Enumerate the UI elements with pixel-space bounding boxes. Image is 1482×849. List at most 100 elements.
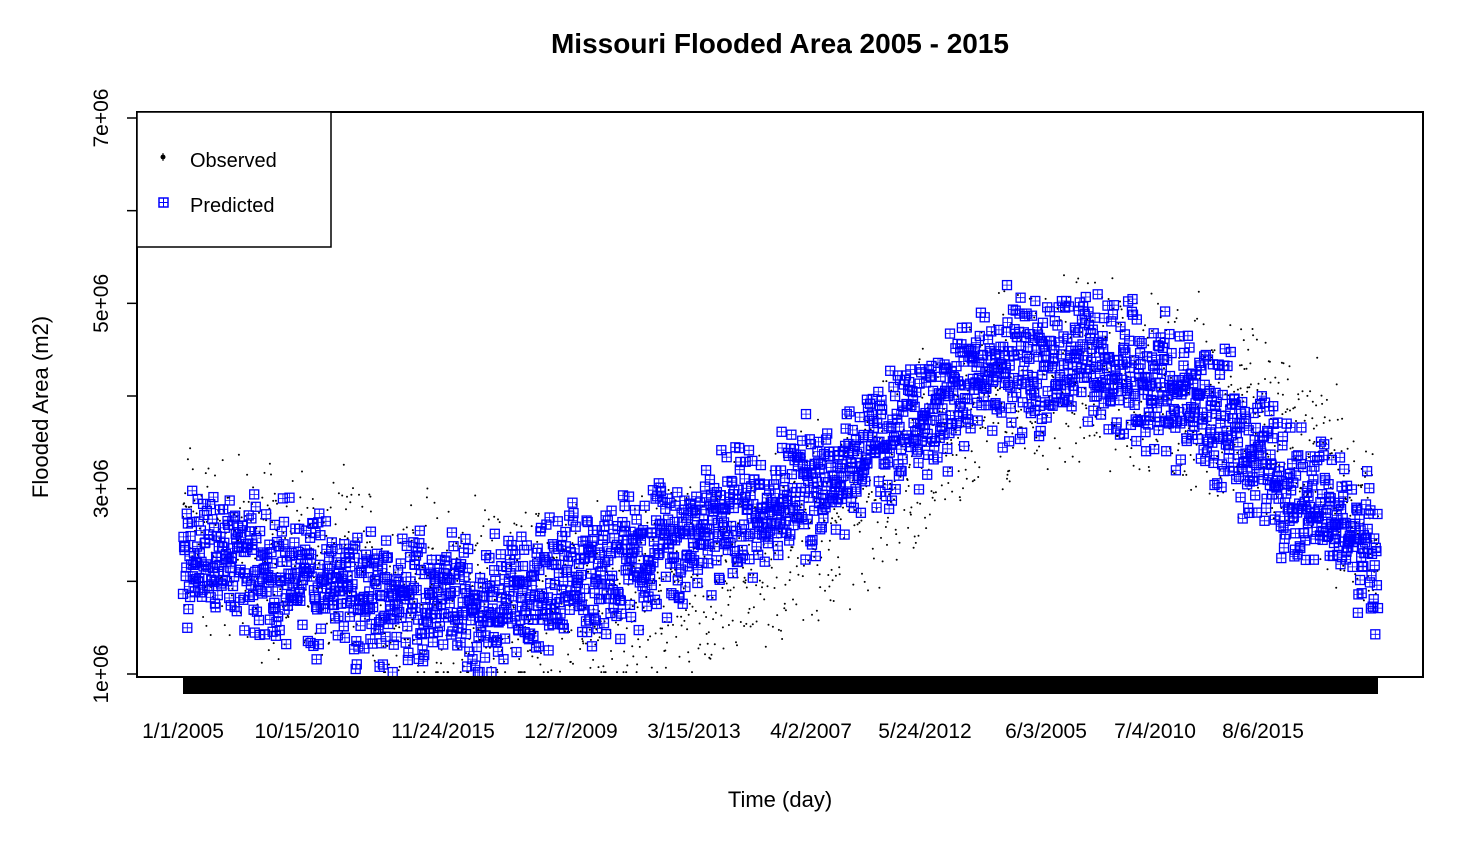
predicted-point bbox=[997, 442, 1008, 453]
x-axis: 1/1/2005 10/15/2010 11/24/2015 12/7/2009 3/1… bbox=[142, 720, 1304, 743]
observed-point bbox=[735, 641, 737, 644]
observed-point bbox=[218, 519, 221, 522]
observed-point bbox=[330, 631, 333, 634]
observed-point bbox=[858, 530, 861, 533]
observed-point bbox=[1120, 308, 1123, 311]
predicted-point bbox=[839, 529, 850, 540]
observed-point bbox=[729, 595, 731, 598]
observed-point bbox=[1095, 431, 1098, 434]
observed-point bbox=[1211, 351, 1214, 354]
observed-point bbox=[852, 583, 855, 586]
observed-point bbox=[258, 511, 260, 514]
observed-point bbox=[254, 557, 257, 560]
observed-point bbox=[1257, 382, 1260, 385]
observed-point bbox=[201, 531, 203, 534]
observed-point bbox=[748, 543, 750, 546]
observed-point bbox=[889, 500, 892, 503]
observed-point bbox=[1322, 422, 1325, 424]
predicted-point bbox=[619, 500, 630, 512]
predicted-point bbox=[845, 496, 857, 508]
observed-point bbox=[827, 574, 830, 576]
observed-point bbox=[638, 645, 641, 648]
predicted-point bbox=[1052, 320, 1063, 331]
observed-point bbox=[1312, 442, 1315, 445]
observed-point bbox=[733, 461, 736, 463]
observed-point bbox=[1016, 294, 1019, 296]
observed-point bbox=[831, 579, 834, 582]
predicted-point bbox=[810, 550, 821, 562]
observed-point bbox=[788, 579, 791, 582]
observed-point bbox=[1269, 381, 1272, 384]
observed-point bbox=[978, 466, 981, 469]
observed-point bbox=[702, 595, 705, 598]
observed-point bbox=[907, 526, 910, 529]
predicted-point bbox=[570, 521, 581, 532]
observed-point bbox=[1129, 456, 1132, 458]
observed-point bbox=[992, 421, 995, 424]
observed-point bbox=[1020, 408, 1023, 411]
observed-point bbox=[1111, 277, 1114, 280]
observed-point bbox=[244, 589, 247, 592]
observed-point bbox=[1005, 431, 1008, 434]
observed-point bbox=[517, 638, 520, 641]
observed-point bbox=[729, 589, 732, 592]
observed-point bbox=[774, 452, 777, 455]
observed-point bbox=[921, 396, 924, 399]
observed-point bbox=[1371, 453, 1374, 456]
observed-point bbox=[498, 521, 501, 524]
observed-point bbox=[691, 671, 693, 674]
observed-point bbox=[1229, 324, 1232, 327]
observed-point bbox=[780, 629, 782, 632]
observed-point bbox=[239, 507, 241, 510]
observed-point bbox=[775, 576, 778, 579]
observed-point bbox=[996, 389, 999, 392]
observed-point bbox=[872, 557, 875, 560]
observed-point bbox=[361, 505, 364, 508]
observed-point bbox=[207, 467, 210, 470]
observed-point bbox=[928, 513, 931, 516]
observed-point bbox=[1170, 376, 1172, 379]
observed-point bbox=[745, 622, 748, 625]
observed-point bbox=[828, 539, 831, 542]
observed-point bbox=[642, 606, 645, 609]
observed-point bbox=[667, 489, 670, 491]
x-tick-label: 1/1/2005 bbox=[142, 720, 224, 743]
observed-point bbox=[917, 534, 920, 537]
observed-point bbox=[369, 495, 372, 498]
observed-point bbox=[658, 577, 661, 580]
observed-point bbox=[301, 470, 303, 473]
observed-point bbox=[1077, 277, 1080, 280]
observed-point bbox=[964, 468, 967, 471]
observed-point bbox=[819, 586, 822, 589]
observed-point bbox=[1352, 580, 1354, 583]
predicted-point bbox=[1037, 317, 1049, 328]
observed-point bbox=[1195, 443, 1198, 446]
observed-point bbox=[516, 559, 519, 562]
observed-point bbox=[783, 607, 786, 610]
observed-point bbox=[1073, 413, 1076, 415]
predicted-point bbox=[260, 509, 272, 520]
observed-point bbox=[1365, 450, 1367, 453]
observed-point bbox=[944, 498, 947, 501]
predicted-point bbox=[606, 505, 617, 516]
predicted-point bbox=[624, 599, 636, 611]
observed-point bbox=[705, 616, 708, 618]
observed-point bbox=[279, 588, 282, 591]
observed-point bbox=[931, 496, 934, 499]
observed-point bbox=[1017, 410, 1020, 413]
observed-point bbox=[601, 612, 604, 615]
observed-point bbox=[818, 573, 821, 576]
observed-point bbox=[691, 605, 694, 608]
observed-point bbox=[1257, 486, 1259, 489]
observed-point bbox=[372, 654, 375, 657]
observed-point bbox=[635, 601, 637, 604]
observed-point bbox=[198, 527, 201, 530]
predicted-point bbox=[830, 524, 842, 535]
predicted-point bbox=[395, 558, 406, 569]
observed-point bbox=[247, 500, 250, 503]
observed-point bbox=[1245, 367, 1248, 370]
observed-point bbox=[631, 605, 634, 608]
observed-point bbox=[263, 471, 266, 474]
observed-point bbox=[725, 560, 728, 563]
observed-point bbox=[849, 608, 851, 611]
